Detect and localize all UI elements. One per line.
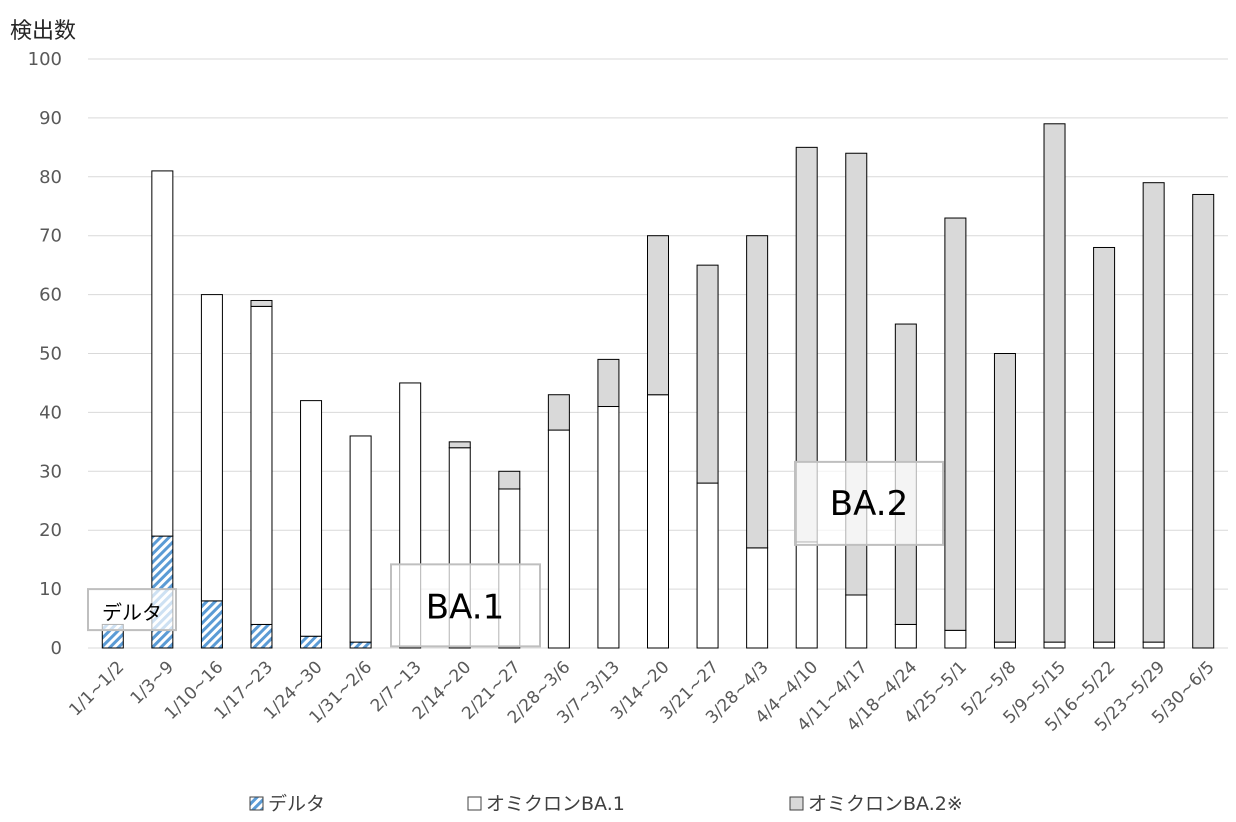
bars (101, 123, 1215, 649)
bar-ba2 (597, 358, 620, 408)
bar-ba1 (547, 429, 570, 649)
y-tick-label: 100 (28, 49, 62, 70)
y-tick-label: 40 (39, 402, 62, 423)
x-tick-label: 1/1~1/2 (65, 657, 128, 720)
bar-ba1 (746, 547, 769, 649)
y-tick-label: 10 (39, 579, 62, 600)
legend: デルタ オミクロンBA.1 オミクロンBA.2※ (249, 793, 963, 815)
bar-ba2 (944, 217, 967, 631)
bar-ba1 (647, 394, 669, 649)
bar-ba1 (1142, 641, 1165, 649)
bar-ba2 (448, 441, 471, 449)
bar-ba2 (746, 235, 769, 549)
legend-label: オミクロンBA.2※ (808, 793, 963, 815)
bar-ba2 (993, 353, 1016, 643)
bar-ba1 (795, 541, 818, 649)
bar-ba2 (1093, 246, 1116, 643)
annotation-box (390, 563, 541, 648)
bar-ba1 (250, 305, 273, 625)
bar-ba1 (349, 435, 372, 643)
bar-ba1 (1093, 641, 1116, 649)
bar-ba2 (696, 264, 719, 484)
legend-swatch (789, 796, 804, 811)
annotation-label: デルタ (102, 601, 162, 625)
bar-delta (300, 635, 323, 649)
y-axis-label: 検出数 (10, 19, 76, 44)
bar-ba1 (845, 594, 868, 649)
bar-ba2 (1192, 193, 1215, 649)
bar-ba1 (151, 170, 174, 537)
annotation-box (87, 588, 177, 632)
y-tick-label: 60 (39, 285, 62, 306)
legend-label: オミクロンBA.1 (486, 793, 625, 815)
y-tick-label: 0 (51, 638, 62, 659)
bar-ba2 (498, 470, 521, 490)
bar-ba1 (993, 641, 1016, 649)
bar-delta (250, 623, 273, 649)
y-tick-label: 70 (39, 226, 62, 247)
x-axis-ticks: 1/1~1/21/3~91/10~161/17~231/24~301/31~2/… (65, 657, 1218, 735)
bar-delta (349, 641, 372, 649)
bar-ba1 (696, 482, 719, 649)
bar-ba1 (1043, 641, 1066, 649)
annotation-box (794, 460, 944, 546)
y-tick-label: 20 (39, 520, 62, 541)
bar-ba1 (200, 294, 223, 602)
annotations: デルタ BA.1 BA.2 (87, 460, 944, 648)
legend-label: デルタ (268, 793, 325, 815)
legend-swatch (249, 796, 264, 811)
y-tick-label: 90 (39, 108, 62, 129)
bar-ba2 (250, 299, 273, 307)
bar-ba2 (547, 394, 570, 431)
y-axis-ticks: 0 10 20 30 40 50 60 70 80 90 100 (28, 49, 62, 659)
bar-ba2 (1043, 123, 1066, 643)
bar-ba1 (597, 406, 620, 649)
annotation-label: BA.2 (830, 484, 908, 524)
annotation-label: BA.1 (426, 588, 504, 628)
legend-swatch (467, 796, 482, 811)
bar-ba1 (944, 629, 967, 649)
y-tick-label: 80 (39, 167, 62, 188)
y-tick-label: 30 (39, 461, 62, 482)
y-tick-label: 50 (39, 344, 62, 365)
bar-ba2 (647, 235, 669, 396)
bar-delta (200, 600, 223, 649)
bar-ba1 (300, 400, 323, 637)
bar-ba1 (894, 623, 917, 649)
bar-ba2 (1142, 182, 1165, 643)
